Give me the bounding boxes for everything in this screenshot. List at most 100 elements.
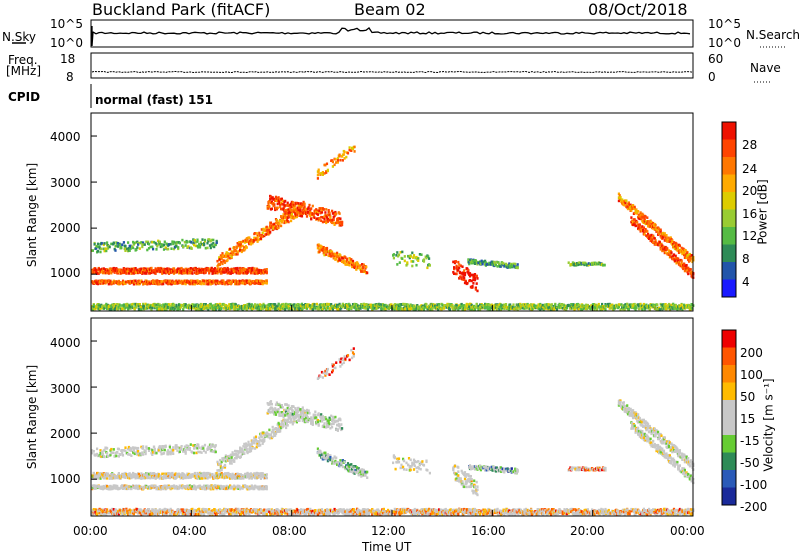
power-cell-676 (133, 281, 136, 284)
power-cell-379 (208, 267, 212, 271)
power-cell-1224 (207, 239, 210, 243)
power-cell-1906 (360, 270, 363, 273)
power-cell-1534 (268, 205, 271, 208)
power-cell-2024 (427, 255, 430, 258)
power-cell-1252 (220, 260, 223, 264)
power-cell-1172 (177, 247, 180, 251)
power-cell-473 (239, 266, 242, 270)
vel-cell-368 (205, 473, 208, 477)
power-cell-3321 (309, 304, 312, 307)
power-cell-3315 (306, 305, 309, 308)
power-cell-1322 (240, 250, 243, 254)
power-cell-1961 (342, 153, 345, 156)
vel-cell-319 (191, 473, 194, 476)
power-cell-1592 (285, 208, 288, 212)
power-cell-281 (178, 268, 181, 272)
power-cell-1208 (198, 243, 201, 246)
power-cell-1932 (321, 173, 324, 176)
power-cell-1468 (286, 216, 289, 219)
power-cell-2575 (662, 249, 666, 252)
power-cell-1052 (105, 247, 108, 250)
power-cell-587 (99, 282, 102, 285)
power-cell-1372 (256, 236, 259, 239)
power-cell-2370 (659, 228, 662, 232)
power-cell-1228 (209, 246, 212, 250)
power-cell-1506 (298, 214, 301, 217)
power-cell-4190 (605, 304, 608, 307)
power-cell-1254 (220, 257, 223, 260)
power-cell-1233 (212, 242, 215, 245)
power-cell-3665 (423, 306, 426, 309)
power-cell-2001 (411, 251, 414, 255)
power-cell-3496 (370, 303, 373, 307)
power-cell-3495 (370, 305, 373, 308)
power-cell-1785 (319, 247, 322, 250)
power-cell-2100 (473, 273, 477, 276)
power-cell-4329 (657, 306, 661, 310)
power-cell-3613 (407, 303, 410, 307)
power-cell-1930 (320, 172, 323, 175)
power-cell-1084 (124, 249, 127, 252)
power-cell-3130 (248, 302, 251, 306)
power-cell-119 (127, 272, 130, 275)
power-cell-3373 (327, 302, 330, 306)
power-cell-2339 (650, 223, 653, 226)
power-cell-1376 (258, 231, 261, 235)
power-cell-3961 (526, 302, 529, 306)
power-cell-1200 (193, 239, 196, 242)
power-cell-388 (211, 270, 214, 273)
power-cell-2941 (184, 303, 187, 306)
power-cell-2246 (623, 204, 626, 207)
power-cell-1297 (233, 246, 236, 249)
power-cell-1868 (347, 260, 350, 264)
power-cell-3071 (228, 303, 231, 306)
power-cell-1669 (310, 217, 313, 221)
power-cell-3682 (429, 307, 432, 311)
power-cell-1879 (351, 265, 354, 269)
power-cell-2083 (468, 274, 472, 278)
power-cell-3811 (473, 308, 477, 311)
power-cell-2058 (461, 265, 464, 268)
power-cell-1945 (331, 165, 334, 168)
power-cell-73 (113, 271, 116, 274)
power-cell-1382 (259, 237, 263, 240)
power-cell-2790 (132, 302, 135, 306)
power-cell-143 (135, 271, 138, 274)
power-cell-257 (169, 268, 172, 271)
power-cell-3975 (531, 307, 534, 311)
vel-cbar-tick-50: 50 (740, 390, 756, 404)
power-cell-2714 (105, 302, 108, 306)
power-cell-1106 (135, 248, 138, 251)
power-cell-1863 (346, 257, 349, 261)
power-cell-1180 (183, 240, 186, 244)
power-cell-2052 (458, 270, 462, 274)
power-cell-3814 (475, 303, 478, 306)
power-cell-1815 (329, 251, 332, 255)
power-cell-4401 (683, 303, 686, 307)
power-cell-4142 (588, 305, 591, 309)
power-cell-1544 (271, 196, 274, 199)
power-cell-2379 (662, 236, 665, 239)
nave-tick-bottom: 0 (708, 70, 716, 84)
power-cell-1461 (285, 220, 288, 224)
power-cell-873 (209, 282, 212, 285)
power-cell-1091 (128, 249, 131, 252)
power-cell-1146 (162, 248, 166, 251)
power-cell-3164 (259, 305, 262, 309)
power-cell-1410 (269, 221, 273, 225)
power-cell-4394 (679, 307, 682, 310)
power-cell-3463 (359, 307, 362, 310)
power-cell-1591 (285, 210, 288, 214)
vel-cell-38 (102, 476, 105, 480)
power-cell-511 (249, 271, 253, 275)
power-cell-2775 (127, 307, 130, 311)
power-cell-1774 (341, 221, 344, 224)
power-cell-900 (219, 281, 222, 285)
power-cell-2507 (638, 226, 641, 230)
xtick-0400: 04:00 (172, 524, 207, 538)
power-cell-1130 (152, 247, 155, 251)
vel-cell-224 (160, 475, 163, 479)
velocity-ytick-1000: 1000 (50, 472, 81, 486)
power-cell-1807 (325, 246, 329, 250)
power-cell-3175 (262, 302, 265, 306)
